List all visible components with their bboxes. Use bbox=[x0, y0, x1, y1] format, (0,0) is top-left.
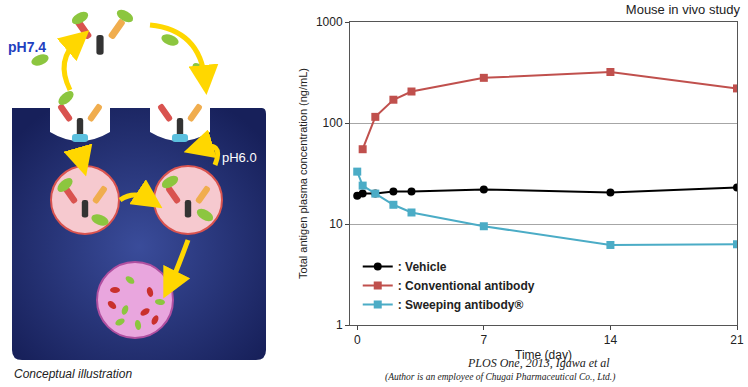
svg-text:pH7.4: pH7.4 bbox=[8, 39, 46, 55]
svg-text:1000: 1000 bbox=[316, 15, 343, 29]
svg-text:7: 7 bbox=[480, 333, 487, 347]
svg-text:21: 21 bbox=[730, 333, 744, 347]
svg-text:: Sweeping antibody®: : Sweeping antibody® bbox=[398, 298, 524, 312]
svg-text:: Conventional antibody: : Conventional antibody bbox=[398, 279, 535, 293]
svg-text:Total antigen plasma concentra: Total antigen plasma concentration (ng/m… bbox=[297, 68, 309, 279]
svg-text:1: 1 bbox=[336, 318, 343, 332]
svg-text:0: 0 bbox=[354, 333, 361, 347]
svg-text:Conceptual illustration: Conceptual illustration bbox=[14, 367, 132, 381]
svg-text:pH6.0: pH6.0 bbox=[222, 150, 257, 165]
svg-text:14: 14 bbox=[604, 333, 618, 347]
svg-text:10: 10 bbox=[329, 217, 343, 231]
svg-text:: Vehicle: : Vehicle bbox=[398, 260, 447, 274]
svg-text:100: 100 bbox=[323, 116, 343, 130]
